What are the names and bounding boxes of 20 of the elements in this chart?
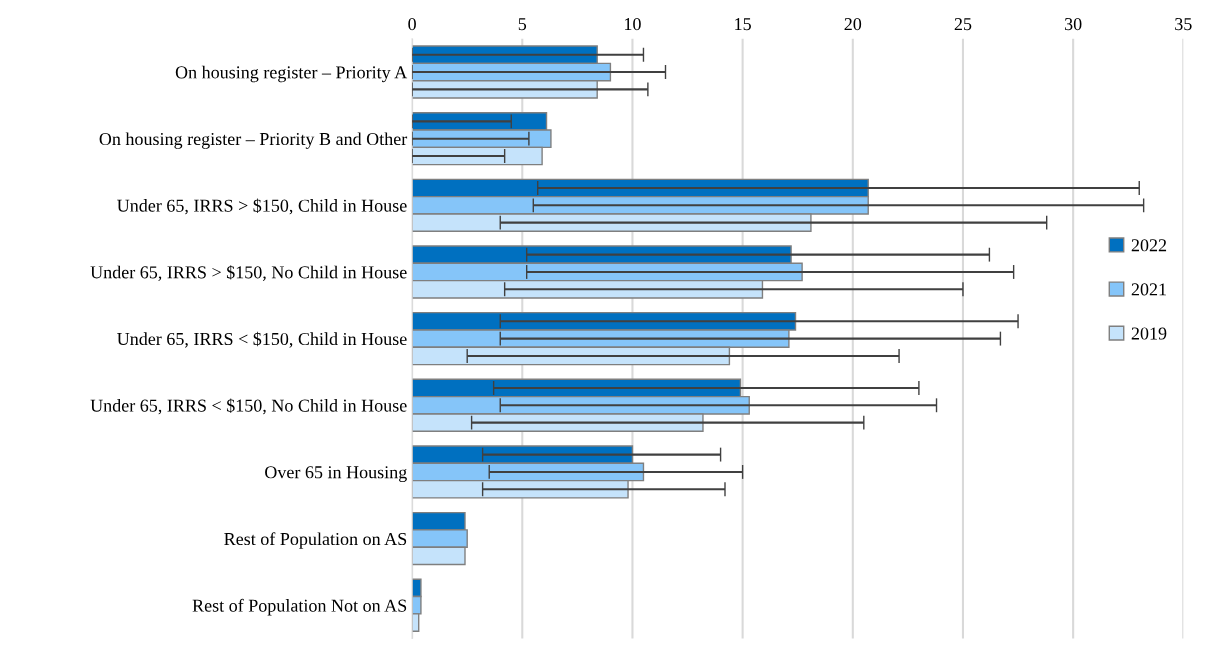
legend-label: 2022 — [1131, 239, 1167, 252]
legend-label: 2021 — [1131, 283, 1166, 296]
y-tick-label: Rest of Population on AS — [224, 532, 407, 549]
x-tick-label: 35 — [1175, 18, 1192, 31]
y-tick-label: Over 65 in Housing — [265, 466, 407, 483]
y-tick-label: Rest of Population Not on AS — [192, 598, 407, 616]
y-tick-label: On housing register – Priority A — [175, 65, 408, 83]
x-tick-label: 30 — [1064, 17, 1082, 31]
y-tick-label: Under 65, IRRS < $150, Child in House — [117, 331, 407, 348]
y-tick-label: Under 65, IRRS > $150, Child in House — [117, 198, 407, 215]
x-tick-label: 0 — [408, 17, 416, 31]
y-tick-label: Under 65, IRRS > $150, No Child in House — [90, 265, 407, 282]
x-tick-label: 5 — [518, 18, 527, 31]
x-tick-label: 20 — [844, 17, 862, 31]
y-tick-label: On housing register – Priority B and Other — [99, 132, 408, 149]
y-tick-label: Under 65, IRRS < $150, No Child in House — [90, 398, 407, 415]
x-tick-label: 25 — [954, 18, 972, 31]
x-tick-label: 15 — [735, 18, 751, 31]
x-tick-label: 10 — [625, 17, 641, 31]
legend-label: 2019 — [1131, 327, 1167, 340]
